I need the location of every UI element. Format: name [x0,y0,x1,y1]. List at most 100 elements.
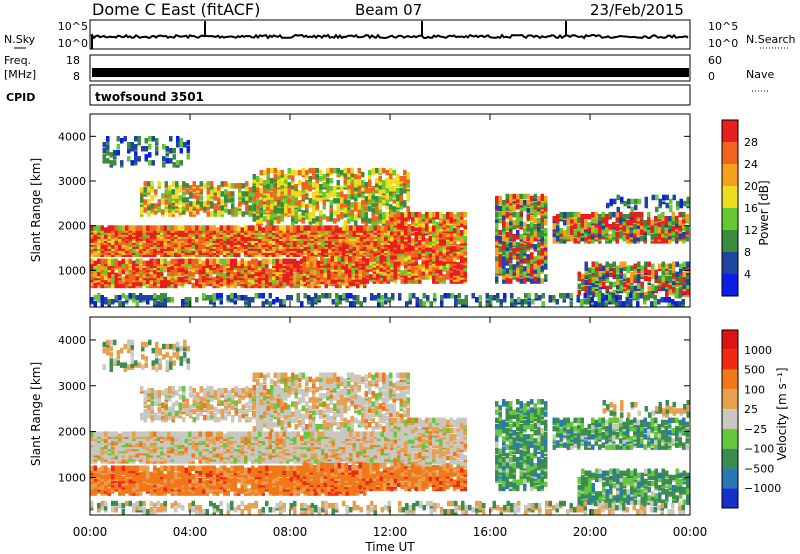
heatmap-cell [244,225,248,231]
heatmap-cell [362,256,366,262]
heatmap-cell [163,280,167,287]
heatmap-cell [116,150,120,156]
heatmap-cell [377,225,381,231]
heatmap-cell [584,261,588,267]
heatmap-cell [206,187,210,193]
heatmap-cell [199,201,203,207]
heatmap-cell [169,158,173,164]
heatmap-cell [217,191,221,197]
heatmap-cell [354,196,358,202]
heatmap-cell [366,225,370,231]
heatmap-cell [533,236,537,242]
heatmap-cell [277,216,281,222]
heatmap-cell [414,211,418,218]
heatmap-cell [591,261,595,267]
date-title: 23/Feb/2015 [590,1,684,19]
heatmap-cell [132,297,136,303]
heatmap-cell [340,202,344,208]
heatmap-cell [265,278,269,285]
heatmap-cell [313,270,317,276]
heatmap-cell [191,258,195,265]
heatmap-cell [502,220,506,226]
heatmap-cell [188,258,192,265]
heatmap-cell [460,230,464,236]
heatmap-cell [682,211,686,218]
heatmap-cell [127,142,131,148]
heatmap-cell [167,278,171,285]
heatmap-cell [317,225,321,231]
heatmap-cell [308,186,312,192]
heatmap-cell [252,196,256,202]
heatmap-cell [270,192,274,198]
heatmap-cell [286,258,290,265]
heatmap-cell [453,246,457,252]
heatmap-cell [238,183,242,189]
heatmap-cell [352,251,356,257]
heatmap-cell [308,198,312,204]
heatmap-cell [368,218,372,224]
heatmap-cell [195,258,199,265]
heatmap-cell [336,204,340,210]
heatmap-cell [442,240,446,246]
heatmap-cell [143,199,147,205]
heatmap-cell [293,272,297,279]
heatmap-cell [319,188,323,194]
heatmap-cell [90,297,94,303]
heatmap-cell [149,282,153,289]
heatmap-cell [598,232,602,238]
heatmap-cell [315,184,319,190]
heatmap-cell [640,281,644,288]
heatmap-cell [686,273,690,280]
heatmap-cell [209,225,213,231]
heatmap-cell [537,218,541,224]
heatmap-cell [354,202,358,208]
heatmap-cell [183,142,187,148]
heatmap-cell [268,301,272,307]
heatmap-cell [530,258,534,264]
heatmap-cell [143,181,147,187]
heatmap-cell [526,262,530,268]
heatmap-cell [375,182,379,188]
heatmap-cell [199,195,203,201]
heatmap-cell [435,211,439,218]
heatmap-cell [111,225,115,231]
heatmap-cell [605,213,609,220]
heatmap-cell [526,199,530,206]
heatmap-cell [591,281,595,288]
heatmap-cell [577,271,581,278]
heatmap-cell [651,283,655,290]
heatmap-cell [505,193,509,200]
heatmap-cell [160,266,164,273]
heatmap-cell [602,265,606,271]
heatmap-cell [273,188,277,194]
heatmap-cell [626,283,630,290]
heatmap-cell [446,250,450,256]
heatmap-cell [425,211,429,218]
heatmap-cell [107,299,111,305]
heatmap-cell [185,189,189,195]
heatmap-cell [612,222,616,228]
heatmap-cell [425,260,429,266]
heatmap-cell [530,205,534,212]
heatmap-cell [263,188,267,194]
heatmap-cell [378,196,382,202]
heatmap-cell [407,211,411,218]
heatmap-cell [118,295,122,301]
heatmap-cell [196,203,200,209]
heatmap-cell [347,218,351,224]
heatmap-cell [237,270,241,277]
heatmap-cell [378,167,382,174]
heatmap-cell [254,225,258,231]
heatmap-cell [540,278,544,284]
heatmap-cell [460,254,464,260]
heatmap-cell [333,167,337,174]
heatmap-cell [626,277,630,284]
heatmap-cell [316,278,320,284]
heatmap-cell [202,260,206,267]
heatmap-cell [259,212,263,218]
heatmap-cell [114,258,118,265]
heatmap-cell [471,293,475,299]
heatmap-cell [612,281,616,288]
heatmap-cell [373,225,377,231]
heatmap-cell [289,295,293,301]
